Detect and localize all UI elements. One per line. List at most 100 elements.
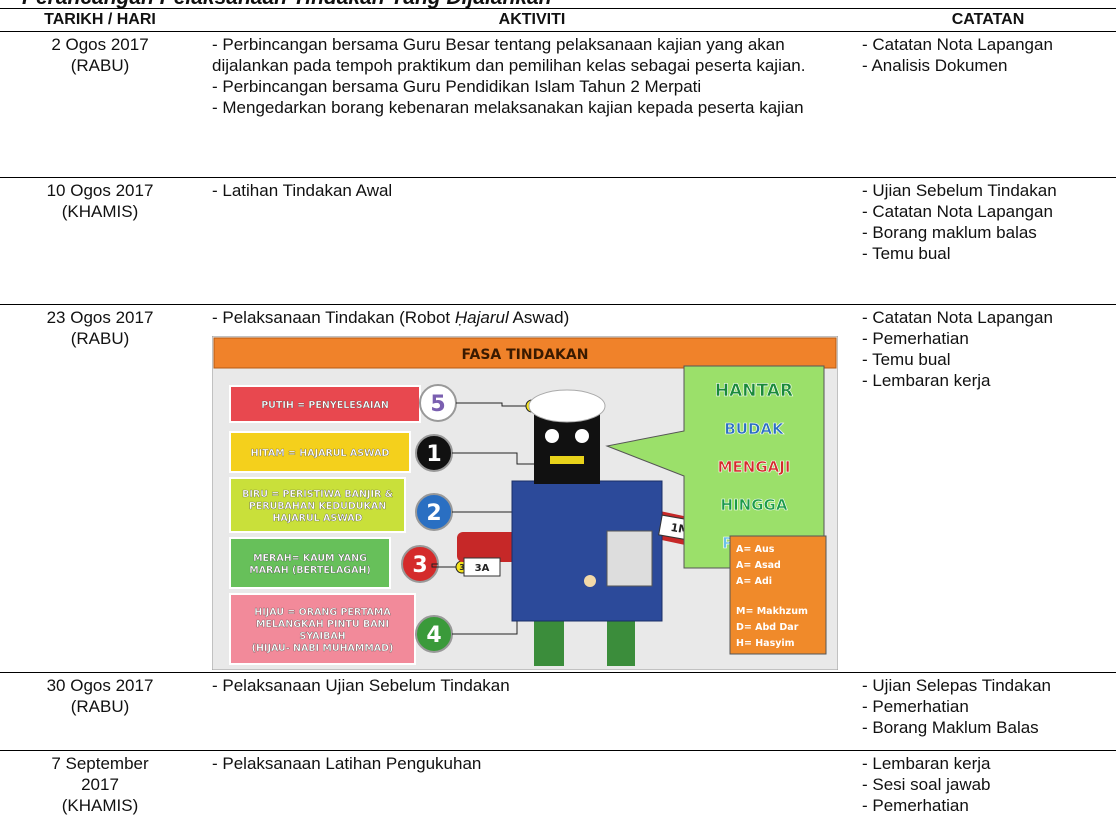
date-line: 2017 bbox=[81, 775, 119, 794]
activity: - Perbincangan bersama Guru Pendidikan I… bbox=[212, 77, 702, 96]
rule bbox=[0, 31, 1116, 32]
activity-cell: - Pelaksanaan Ujian Sebelum Tindakan bbox=[212, 675, 852, 696]
legend-text: A= Adi bbox=[736, 576, 772, 587]
figure-header bbox=[213, 337, 837, 369]
date-line: 23 Ogos 2017 bbox=[46, 308, 154, 327]
date-line: (KHAMIS) bbox=[61, 202, 139, 221]
date-cell: 10 Ogos 2017 (KHAMIS) bbox=[0, 180, 200, 222]
tag-text: 3A bbox=[475, 563, 490, 574]
robot-panel bbox=[606, 530, 653, 587]
speech-bubble bbox=[605, 365, 825, 569]
label-box bbox=[229, 593, 416, 665]
legend-text: H= Hasyim bbox=[736, 638, 795, 649]
legend-text: A= Asad bbox=[736, 560, 781, 571]
marker-number: 3 bbox=[459, 563, 465, 572]
label-box bbox=[229, 477, 406, 533]
rule bbox=[0, 750, 1116, 751]
activity: - Pelaksanaan Tindakan (Robot Ḥajarul As… bbox=[212, 307, 852, 328]
note: - Catatan Nota Lapangan bbox=[862, 308, 1053, 327]
rule bbox=[0, 672, 1116, 673]
date-cell: 2 Ogos 2017 (RABU) bbox=[0, 34, 200, 76]
acronym-word: BUDAK bbox=[724, 420, 785, 438]
note: - Catatan Nota Lapangan bbox=[862, 202, 1053, 221]
label-box bbox=[229, 537, 391, 589]
note: - Borang Maklum Balas bbox=[862, 718, 1039, 737]
header: AKTIVITI bbox=[498, 11, 566, 28]
legend-text: D= Abd Dar bbox=[736, 622, 799, 633]
legend-box bbox=[729, 535, 827, 655]
robot-leg bbox=[534, 616, 564, 666]
robot-eye bbox=[575, 429, 589, 443]
robot-eye bbox=[545, 429, 559, 443]
badge-number: 3 bbox=[412, 553, 427, 578]
date-line: (RABU) bbox=[70, 56, 130, 75]
label-text: BIRU = PERISTIWA BANJIR & bbox=[242, 489, 393, 500]
label-text: PUTIH = PENYELESAIAN bbox=[261, 400, 389, 411]
date-cell: 7 September 2017 (KHAMIS) bbox=[0, 753, 200, 816]
tag bbox=[463, 557, 501, 577]
notes-cell: - Catatan Nota Lapangan - Analisis Dokume… bbox=[862, 34, 1114, 76]
date-cell: 23 Ogos 2017 (RABU) bbox=[0, 307, 200, 349]
connector bbox=[456, 402, 532, 407]
note: - Pemerhatian bbox=[862, 329, 969, 348]
activity-italic: Ḥajarul bbox=[454, 308, 509, 327]
note: - Temu bual bbox=[862, 244, 951, 263]
rule bbox=[0, 8, 1116, 9]
rule bbox=[0, 304, 1116, 305]
label-text: PERUBAHAN KEDUDUKAN bbox=[249, 501, 386, 512]
note: - Ujian Sebelum Tindakan bbox=[862, 181, 1057, 200]
label-text: HIJAU = ORANG PERTAMA bbox=[254, 607, 391, 618]
rule bbox=[0, 177, 1116, 178]
acronym-word: HANTAR bbox=[715, 381, 793, 401]
activity-cell: - Latihan Tindakan Awal bbox=[212, 180, 852, 201]
activity-text: Aswad) bbox=[512, 308, 570, 327]
note: - Lembaran kerja bbox=[862, 754, 991, 773]
label-text: MELANGKAH PINTU BANI bbox=[256, 619, 389, 630]
label-text: HAJARUL ASWAD bbox=[272, 513, 362, 524]
date-line: 2 Ogos 2017 bbox=[51, 35, 149, 54]
date-line: 7 September bbox=[51, 754, 149, 773]
connector bbox=[431, 563, 462, 568]
date-cell: 30 Ogos 2017 (RABU) bbox=[0, 675, 200, 717]
header: CATATAN bbox=[951, 11, 1025, 28]
robot-head bbox=[534, 414, 600, 484]
figure-title: FASA TINDAKAN bbox=[462, 347, 589, 363]
activity: - Latihan Tindakan Awal bbox=[212, 181, 393, 200]
badge-number: 2 bbox=[426, 501, 441, 526]
robot-mouth bbox=[550, 456, 584, 464]
robot-leg bbox=[607, 616, 635, 666]
note: - Borang maklum balas bbox=[862, 223, 1037, 242]
note: - Sesi soal jawab bbox=[862, 775, 991, 794]
note: - Ujian Selepas Tindakan bbox=[862, 676, 1052, 695]
acronym-word: HINGGA bbox=[721, 496, 788, 514]
robot-hat bbox=[528, 389, 606, 423]
activity-cell: - Perbincangan bersama Guru Besar tentan… bbox=[212, 34, 852, 118]
notes-cell: - Ujian Selepas Tindakan - Pemerhatian - B… bbox=[862, 675, 1114, 738]
badge-number: 1 bbox=[426, 442, 441, 467]
legend-text: M= Makhzum bbox=[736, 606, 808, 617]
label-text: HITAM = HAJARUL ASWAD bbox=[251, 448, 390, 459]
note: - Catatan Nota Lapangan bbox=[862, 35, 1053, 54]
label-text: MARAH (BERTELAGAH) bbox=[249, 565, 371, 576]
note: - Lembaran kerja bbox=[862, 371, 991, 390]
connector bbox=[452, 452, 547, 465]
activity-cell: - Pelaksanaan Latihan Pengukuhan bbox=[212, 753, 852, 774]
label-box bbox=[229, 431, 411, 473]
notes-cell: - Lembaran kerja - Sesi soal jawab - Pemer… bbox=[862, 753, 1114, 816]
activity: - Mengedarkan borang kebenaran melaksana… bbox=[212, 98, 804, 117]
robot-button bbox=[584, 575, 596, 587]
activity-text: - Pelaksanaan Tindakan (Robot bbox=[212, 308, 451, 327]
title: Perancangan Pelaksanaan Tindakan Yang Di… bbox=[22, 0, 552, 10]
activity: - Pelaksanaan Latihan Pengukuhan bbox=[212, 754, 482, 773]
note: - Pemerhatian bbox=[862, 697, 969, 716]
badge-number: 4 bbox=[426, 623, 441, 648]
note: - Pemerhatian bbox=[862, 796, 969, 815]
date-line: (RABU) bbox=[70, 329, 130, 348]
date-line: 30 Ogos 2017 bbox=[46, 676, 154, 695]
date-line: (RABU) bbox=[70, 697, 130, 716]
acronym-word: MENGAJI bbox=[718, 458, 791, 476]
notes-cell: - Ujian Sebelum Tindakan - Catatan Nota L… bbox=[862, 180, 1114, 264]
